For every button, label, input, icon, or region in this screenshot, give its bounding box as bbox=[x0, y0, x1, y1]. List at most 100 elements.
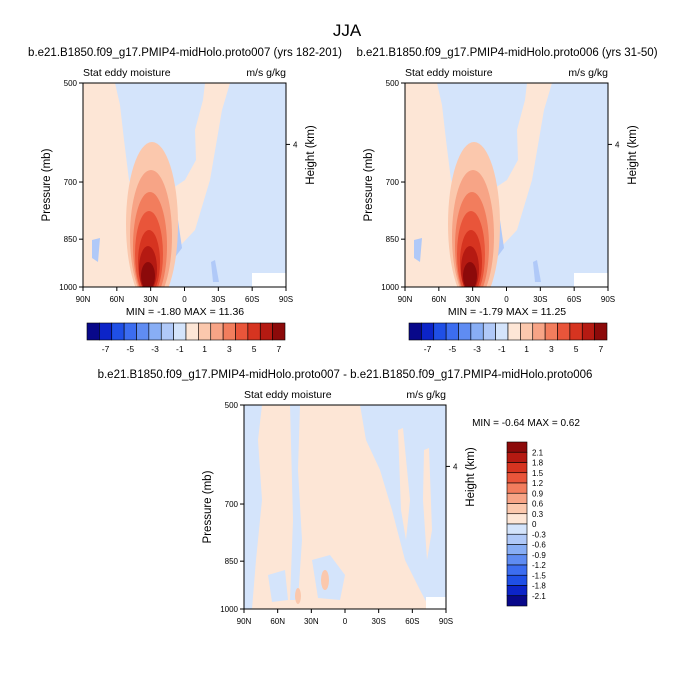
panel-a-ytick-label-1: 700 bbox=[64, 178, 78, 187]
colorbar-b-box-1 bbox=[421, 322, 435, 341]
colorbar-a: -7 -5 -3 -1 1 3 5 7 bbox=[86, 322, 286, 354]
colorbar-a-label-0: -7 bbox=[102, 344, 110, 354]
colorbar-c-box-13 bbox=[506, 574, 528, 586]
panel-a-left-label: Stat eddy moisture bbox=[83, 67, 171, 79]
panel-c-y2label: Height (km) bbox=[465, 447, 477, 507]
panel-c-neg-region-2 bbox=[290, 405, 302, 600]
colorbar-b-box-6 bbox=[482, 322, 496, 341]
panel-c-right-label: m/s g/kg bbox=[406, 389, 446, 401]
panel-a-minmax: MIN = -1.80 MAX = 11.36 bbox=[126, 306, 244, 318]
colorbar-b-label-6: 5 bbox=[574, 344, 579, 354]
colorbar-c-box-14 bbox=[506, 585, 528, 597]
colorbar-c-box-6 bbox=[506, 503, 528, 515]
colorbar-c-label-5: 0.6 bbox=[532, 500, 544, 509]
panel-b-y2tick-label-0: 4 bbox=[615, 140, 620, 149]
panel-b-title: b.e21.B1850.f09_g17.PMIP4-midHolo.proto0… bbox=[356, 47, 657, 59]
panel-a-xtick-label-6: 90S bbox=[279, 295, 293, 304]
panel-b-level-7 bbox=[463, 262, 477, 287]
panel-a-ytick-label-3: 1000 bbox=[59, 283, 77, 292]
colorbar-a-box-3 bbox=[123, 322, 137, 341]
colorbar-b-box-8 bbox=[507, 322, 521, 341]
panel-b-xtick-label-4: 30S bbox=[533, 295, 547, 304]
colorbar-c-label-13: -1.8 bbox=[532, 582, 546, 591]
panel-a-xtick-label-4: 30S bbox=[211, 295, 225, 304]
colorbar-a-box-5 bbox=[148, 322, 162, 341]
colorbar-a-label-4: 1 bbox=[202, 344, 207, 354]
colorbar-c-label-4: 0.9 bbox=[532, 489, 544, 498]
panel-b-xtick-label-0: 90N bbox=[398, 295, 413, 304]
panel-a-neg-patch-3 bbox=[92, 238, 100, 262]
panel-b-y2label: Height (km) bbox=[627, 125, 639, 185]
colorbar-a-box-15 bbox=[272, 322, 286, 341]
colorbar-a-box-12 bbox=[235, 322, 249, 341]
panel-c-xtick-label-3: 0 bbox=[343, 617, 348, 626]
colorbar-c-box-12 bbox=[506, 564, 528, 576]
panel-c-pos-streak-1 bbox=[398, 428, 410, 540]
panel-a-xtick-label-1: 60N bbox=[109, 295, 124, 304]
colorbar-b-box-10 bbox=[532, 322, 546, 341]
colorbar-c-label-0: 2.1 bbox=[532, 448, 544, 457]
panel-c-xtick-label-0: 90N bbox=[237, 617, 252, 626]
panel-a-xtick-label-2: 30N bbox=[143, 295, 158, 304]
colorbar-c-label-1: 1.8 bbox=[532, 459, 544, 468]
colorbar-a-box-7 bbox=[173, 322, 187, 341]
colorbar-a-box-11 bbox=[222, 322, 236, 341]
panel-a-right-label: m/s g/kg bbox=[246, 67, 286, 79]
colorbar-a-label-7: 7 bbox=[276, 344, 281, 354]
panel-b-right-label: m/s g/kg bbox=[568, 67, 608, 79]
panel-a-xtick-label-3: 0 bbox=[182, 295, 187, 304]
panel-a-ylabel: Pressure (mb) bbox=[41, 148, 53, 221]
colorbar-c-box-9 bbox=[506, 533, 528, 545]
colorbar-b-label-1: -5 bbox=[449, 344, 457, 354]
panel-c-pos-blob-1 bbox=[321, 570, 329, 590]
panel-c-pos-blob-2 bbox=[295, 588, 301, 604]
panel-b: b.e21.B1850.f09_g17.PMIP4-midHolo.proto0… bbox=[356, 47, 657, 304]
colorbar-b-box-0 bbox=[408, 322, 422, 341]
colorbar-a-box-0 bbox=[86, 322, 100, 341]
panel-b-ytick-label-3: 1000 bbox=[381, 283, 399, 292]
panel-c: b.e21.B1850.f09_g17.PMIP4-midHolo.proto0… bbox=[98, 369, 593, 626]
panel-a-xtick-label-5: 60S bbox=[245, 295, 259, 304]
colorbar-c-label-9: -0.6 bbox=[532, 541, 546, 550]
panel-b-neg-patch-3 bbox=[414, 238, 422, 262]
panel-a-level-7 bbox=[141, 262, 155, 287]
panel-b-contour-0 bbox=[405, 83, 552, 287]
colorbar-c-label-7: 0 bbox=[532, 520, 537, 529]
panel-c-xtick-label-6: 90S bbox=[439, 617, 453, 626]
colorbar-b-label-4: 1 bbox=[524, 344, 529, 354]
panel-a-y2label: Height (km) bbox=[305, 125, 317, 185]
colorbar-a-label-3: -1 bbox=[176, 344, 184, 354]
panel-b-ytick-label-2: 850 bbox=[386, 235, 400, 244]
colorbar-b: -7 -5 -3 -1 1 3 5 7 bbox=[408, 322, 608, 354]
panel-c-xtick-label-5: 60S bbox=[405, 617, 419, 626]
panel-c-title: b.e21.B1850.f09_g17.PMIP4-midHolo.proto0… bbox=[98, 369, 593, 381]
panel-c-pos-streak-2 bbox=[423, 448, 432, 560]
colorbar-b-box-13 bbox=[569, 322, 583, 341]
colorbar-c-box-0 bbox=[506, 441, 528, 453]
colorbar-a-box-8 bbox=[185, 322, 199, 341]
colorbar-c-box-5 bbox=[506, 492, 528, 504]
panel-b-ytick-label-1: 700 bbox=[386, 178, 400, 187]
panel-a-ytick-label-0: 500 bbox=[64, 79, 78, 88]
panel-a-ytick-label-2: 850 bbox=[64, 235, 78, 244]
panel-b-xtick-label-5: 60S bbox=[567, 295, 581, 304]
figure-title: JJA bbox=[333, 21, 362, 40]
colorbar-c-box-10 bbox=[506, 544, 528, 556]
panel-a-contour-0 bbox=[83, 83, 230, 287]
colorbar-a-box-1 bbox=[99, 322, 113, 341]
colorbar-c-label-11: -1.2 bbox=[532, 561, 546, 570]
colorbar-b-box-14 bbox=[581, 322, 595, 341]
panel-c-ytick-label-3: 1000 bbox=[220, 605, 238, 614]
colorbar-a-label-1: -5 bbox=[127, 344, 135, 354]
colorbar-b-box-5 bbox=[470, 322, 484, 341]
colorbar-b-box-9 bbox=[520, 322, 534, 341]
panel-c-neg-region-5 bbox=[268, 570, 288, 602]
colorbar-a-label-6: 5 bbox=[252, 344, 257, 354]
colorbar-c-box-2 bbox=[506, 462, 528, 474]
panel-c-xtick-label-1: 60N bbox=[270, 617, 285, 626]
panel-b-minmax: MIN = -1.79 MAX = 11.25 bbox=[448, 306, 566, 318]
colorbar-a-box-9 bbox=[198, 322, 212, 341]
panel-c-xtick-label-2: 30N bbox=[304, 617, 319, 626]
colorbar-c-box-1 bbox=[506, 451, 528, 463]
panel-b-ytick-label-0: 500 bbox=[386, 79, 400, 88]
